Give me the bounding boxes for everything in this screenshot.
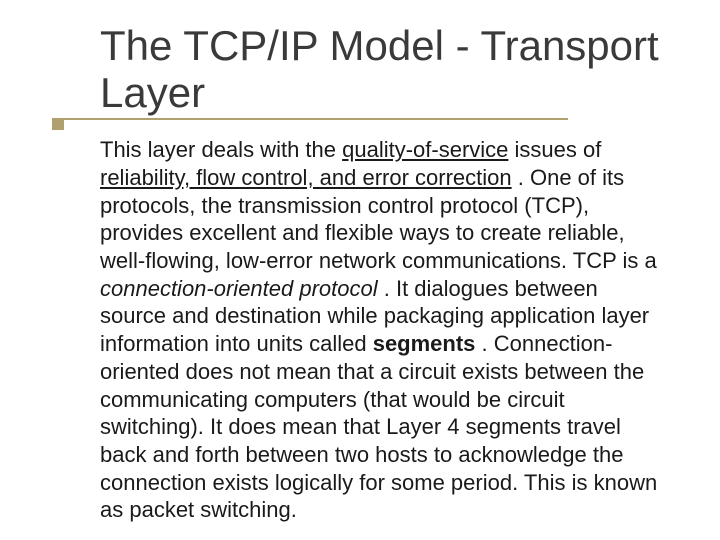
slide: The TCP/IP Model - Transport Layer This … <box>0 0 720 540</box>
text-segment: . Connection-oriented does not mean that… <box>100 331 657 522</box>
slide-title: The TCP/IP Model - Transport Layer <box>100 22 662 116</box>
text-segment: issues of <box>515 137 602 162</box>
text-underlined: reliability, flow control, and error cor… <box>100 165 512 190</box>
text-bold: segments <box>373 331 476 356</box>
title-underline-rule <box>58 118 568 120</box>
text-italic: connection-oriented protocol <box>100 276 378 301</box>
text-segment: This layer deals with the <box>100 137 342 162</box>
bullet-square-icon <box>52 118 64 130</box>
text-underlined: quality-of-service <box>342 137 508 162</box>
body-paragraph: This layer deals with the quality-of-ser… <box>100 136 662 524</box>
